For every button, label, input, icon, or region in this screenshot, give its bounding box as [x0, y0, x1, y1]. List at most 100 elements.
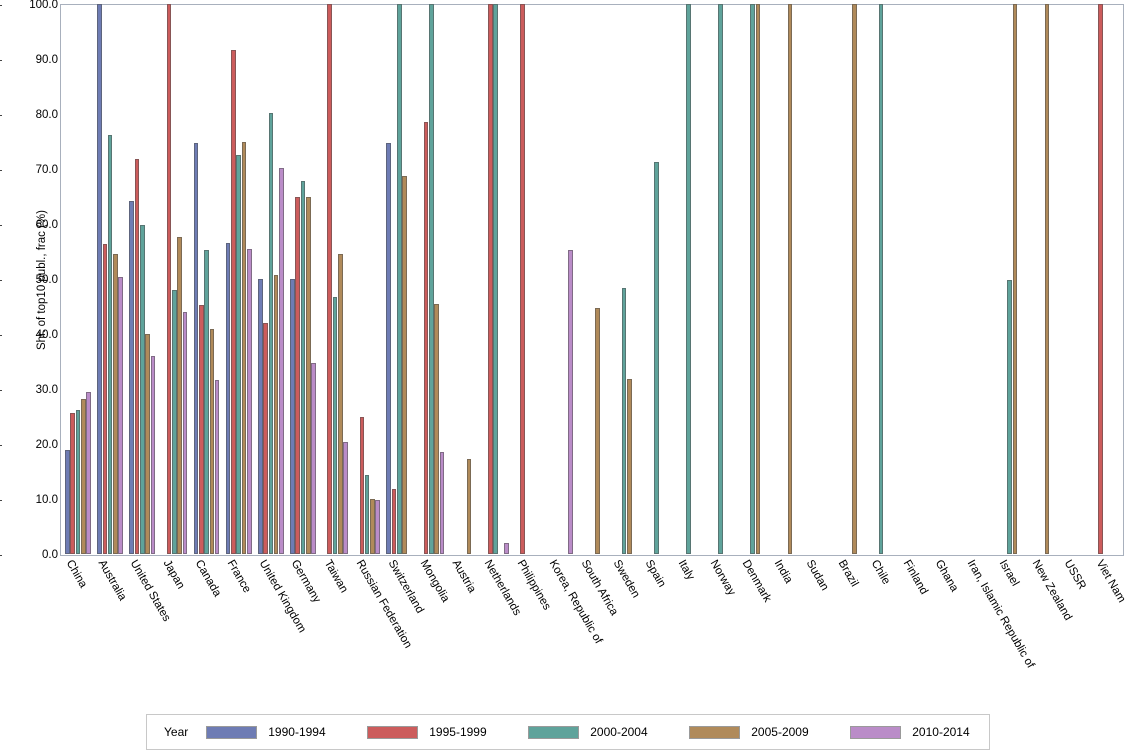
bar[interactable]: [257, 279, 263, 554]
bar[interactable]: [102, 244, 108, 554]
bar[interactable]: [402, 176, 407, 554]
legend-entry[interactable]: 2000-2004: [528, 725, 676, 739]
bar[interactable]: [273, 274, 279, 554]
bar[interactable]: [241, 141, 247, 554]
bar-group: [1090, 4, 1122, 554]
bar[interactable]: [1012, 4, 1018, 554]
x-axis-tick-labels: China Australia United States Japan Canada Fr…: [60, 558, 1128, 703]
bar[interactable]: [852, 4, 857, 554]
bar[interactable]: [182, 312, 188, 554]
legend-label: 1995-1999: [429, 725, 487, 739]
bar[interactable]: [621, 288, 627, 554]
bar[interactable]: [359, 416, 365, 554]
bar[interactable]: [209, 329, 215, 554]
bar-group: [705, 4, 737, 554]
bar[interactable]: [878, 4, 884, 554]
legend-entry[interactable]: 1990-1994: [206, 725, 354, 739]
bar[interactable]: [1007, 279, 1012, 554]
bar[interactable]: [375, 500, 381, 554]
bar[interactable]: [391, 489, 397, 554]
bar[interactable]: [750, 4, 755, 554]
bar[interactable]: [338, 254, 343, 554]
bar[interactable]: [263, 323, 268, 554]
bar[interactable]: [172, 290, 177, 554]
x-axis-tick-label: Canada: [192, 558, 223, 599]
bar[interactable]: [311, 362, 316, 554]
bar[interactable]: [150, 356, 156, 554]
bar[interactable]: [627, 378, 632, 554]
bar-group: [544, 6, 576, 554]
bar[interactable]: [129, 200, 135, 554]
bar-group: [512, 4, 544, 554]
bar[interactable]: [113, 253, 118, 554]
bar[interactable]: [107, 134, 113, 554]
bar[interactable]: [686, 4, 691, 554]
bar[interactable]: [70, 413, 76, 554]
bar[interactable]: [364, 474, 370, 554]
bar[interactable]: [343, 441, 348, 554]
bar[interactable]: [204, 250, 209, 554]
bar[interactable]: [439, 451, 445, 554]
bar[interactable]: [429, 4, 434, 554]
bar[interactable]: [118, 277, 124, 554]
bar[interactable]: [503, 543, 509, 554]
bar[interactable]: [488, 4, 493, 554]
x-axis-tick-label: India: [771, 558, 795, 586]
bar[interactable]: [755, 4, 761, 554]
x-axis-tick-label: Israel: [996, 558, 1022, 589]
bar-group: [929, 6, 961, 554]
bar[interactable]: [268, 112, 274, 554]
bar[interactable]: [397, 4, 402, 554]
bar-group: [994, 4, 1026, 554]
x-axis-tick-label: Sweden: [610, 558, 642, 600]
bar[interactable]: [140, 225, 145, 554]
bar[interactable]: [1044, 4, 1050, 554]
bar[interactable]: [214, 380, 220, 554]
bar[interactable]: [1098, 4, 1104, 554]
bar[interactable]: [423, 122, 429, 554]
bar[interactable]: [466, 459, 472, 554]
bar[interactable]: [231, 50, 236, 554]
bar[interactable]: [134, 159, 140, 554]
bar[interactable]: [145, 334, 150, 554]
bar[interactable]: [654, 162, 659, 554]
bar[interactable]: [595, 307, 600, 554]
bar[interactable]: [386, 142, 392, 554]
bar[interactable]: [246, 249, 252, 554]
bar[interactable]: [279, 167, 284, 554]
bar[interactable]: [65, 449, 70, 554]
y-axis-tick-mark: [0, 170, 2, 171]
bar[interactable]: [290, 279, 295, 554]
bar[interactable]: [520, 4, 525, 554]
bar[interactable]: [75, 409, 81, 554]
legend-entry[interactable]: 2010-2014: [850, 725, 998, 739]
bar[interactable]: [568, 249, 573, 554]
bar[interactable]: [86, 392, 91, 554]
bar[interactable]: [225, 242, 231, 554]
bar[interactable]: [305, 197, 311, 554]
bar[interactable]: [370, 499, 375, 554]
x-axis-tick-label: Chile: [868, 558, 892, 587]
bar[interactable]: [97, 4, 102, 554]
bar-group: [255, 6, 287, 554]
y-axis-tick-mark: [0, 60, 2, 61]
bar[interactable]: [327, 4, 333, 554]
legend-entry[interactable]: 2005-2009: [689, 725, 837, 739]
x-axis-tick-label: Viet Nam: [1093, 558, 1128, 605]
bar[interactable]: [81, 399, 86, 554]
legend-entry[interactable]: 1995-1999: [367, 725, 515, 739]
bar[interactable]: [718, 4, 723, 554]
bar[interactable]: [166, 4, 172, 554]
bar[interactable]: [300, 181, 306, 554]
bar[interactable]: [295, 196, 300, 554]
y-axis-tick-label: 100.0: [0, 0, 58, 11]
bar[interactable]: [493, 4, 498, 554]
bar[interactable]: [198, 304, 204, 554]
bar[interactable]: [177, 236, 183, 554]
bar[interactable]: [193, 142, 199, 554]
bar[interactable]: [332, 296, 338, 554]
bar[interactable]: [236, 154, 241, 554]
bar-group: [833, 4, 865, 554]
bar[interactable]: [434, 304, 440, 554]
bar[interactable]: [787, 4, 793, 554]
